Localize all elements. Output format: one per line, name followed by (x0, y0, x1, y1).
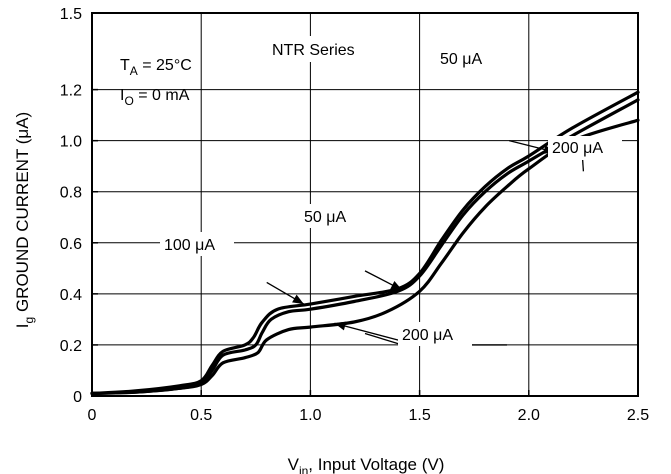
leader-50-mid-arrowhead (390, 280, 403, 291)
curve-label-50-top: 50 μA (440, 51, 482, 68)
leader-100-arrowhead (292, 294, 304, 305)
curve-label-100: 100 μA (164, 237, 215, 254)
x-tick-label: 0.5 (190, 407, 212, 424)
axis-ticks (91, 12, 639, 397)
label-backing-200-bottom (398, 322, 472, 346)
curve-label-200-bottom: 200 μA (402, 327, 453, 344)
label-backing-200-top (548, 136, 622, 160)
label-backing-100 (160, 232, 234, 256)
series-line-200ua (90, 118, 640, 395)
y-axis-title: Ig GROUND CURRENT (μA) (13, 112, 36, 328)
series-title-backing (264, 36, 384, 62)
x-tick-label: 0 (88, 407, 97, 424)
y-tick-label: 1.2 (60, 83, 82, 100)
series-line-100ua (90, 90, 640, 395)
label-backing-50-top (436, 46, 500, 70)
curve-label-200-top: 200 μA (552, 140, 603, 157)
x-tick-label: 2.0 (518, 407, 540, 424)
annotation-leaders (266, 138, 587, 346)
x-tick-label: 2.5 (627, 407, 649, 424)
label-backing-50-mid (300, 204, 364, 228)
y-tick-label: 0.4 (60, 287, 82, 304)
y-tick-label: 0.2 (60, 338, 82, 355)
chart-series (90, 90, 640, 395)
series-title: NTR Series (272, 42, 355, 59)
x-axis-title: Vin, Input Voltage (V) (288, 455, 445, 474)
leader-200-bottom-a-arrowhead (334, 321, 347, 331)
temperature-condition: TA = 25°C (120, 57, 192, 78)
y-tick-label: 1.0 (60, 134, 82, 151)
axis-tick-labels: 0 0.5 1.0 1.5 2.0 2.5 0 0.2 0.4 0.6 0.8 1.0 1.2 1.5 (60, 6, 649, 424)
curve-label-50-mid: 50 μA (304, 209, 346, 226)
y-tick-label: 0.8 (60, 185, 82, 202)
output-current-condition: IO = 0 mA (120, 87, 190, 108)
x-tick-label: 1.5 (408, 407, 430, 424)
y-tick-label: 1.5 (60, 6, 82, 23)
leader-200-bottom-b-line (364, 332, 403, 346)
y-tick-label: 0.6 (60, 236, 82, 253)
x-tick-label: 1.0 (299, 407, 321, 424)
plot-frame (91, 12, 639, 397)
leader-200-bottom-a-line (334, 322, 403, 342)
y-tick-label: 0 (73, 389, 82, 406)
series-line-50ua (90, 98, 640, 395)
